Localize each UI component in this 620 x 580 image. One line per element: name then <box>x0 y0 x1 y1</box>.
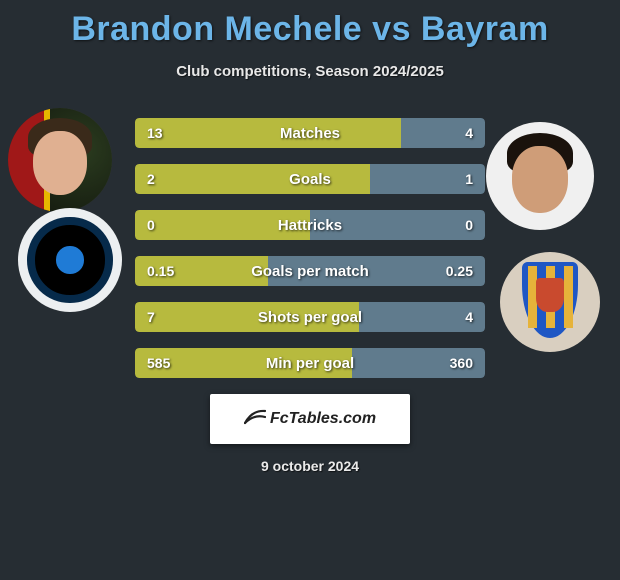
brand-logo: FcTables.com <box>210 394 410 444</box>
stat-label: Matches <box>135 118 485 148</box>
subtitle: Club competitions, Season 2024/2025 <box>0 63 620 80</box>
stat-row: 00Hattricks <box>135 210 485 240</box>
player1-avatar <box>8 108 112 212</box>
stat-label: Shots per goal <box>135 302 485 332</box>
stat-row: 21Goals <box>135 164 485 194</box>
date-text: 9 october 2024 <box>0 458 620 474</box>
page-title: Brandon Mechele vs Bayram <box>0 0 620 49</box>
stat-row: 0.150.25Goals per match <box>135 256 485 286</box>
stat-label: Hattricks <box>135 210 485 240</box>
team1-crest <box>18 208 122 312</box>
stat-label: Goals <box>135 164 485 194</box>
brand-text: FcTables.com <box>270 410 376 428</box>
stat-label: Min per goal <box>135 348 485 378</box>
stat-row: 585360Min per goal <box>135 348 485 378</box>
stat-row: 134Matches <box>135 118 485 148</box>
brand-swoosh-icon <box>244 408 266 431</box>
player2-avatar <box>486 122 594 230</box>
team2-crest <box>500 252 600 352</box>
stat-label: Goals per match <box>135 256 485 286</box>
stat-row: 74Shots per goal <box>135 302 485 332</box>
stats-table: 134Matches 21Goals 00Hattricks 0.150.25Goal… <box>135 118 485 394</box>
